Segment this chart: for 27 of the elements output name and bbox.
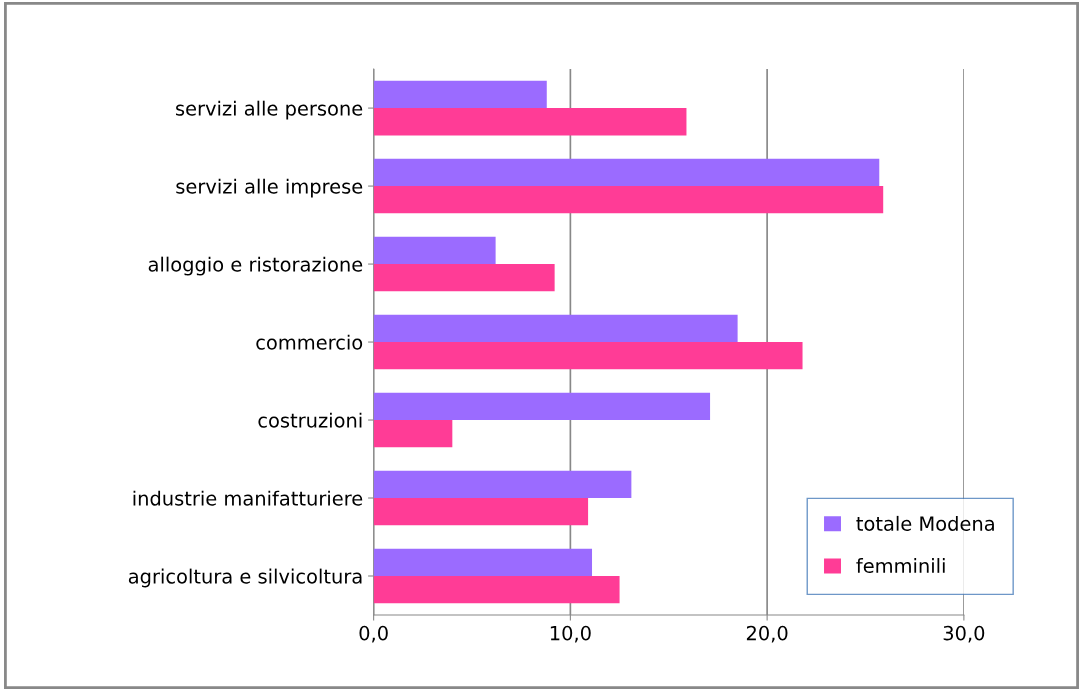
bar — [373, 576, 620, 604]
x-tick-label: 0,0 — [359, 625, 388, 643]
y-tick-label: servizi alle persone — [176, 100, 363, 120]
y-tick-label: agricoltura e silvicoltura — [128, 568, 362, 588]
bar — [373, 470, 632, 499]
bar — [373, 498, 589, 526]
bar — [373, 80, 547, 109]
bar — [373, 548, 593, 576]
x-tick-label: 10,0 — [550, 625, 591, 643]
y-tick-label: commercio — [256, 334, 363, 350]
x-tick-label: 20,0 — [746, 625, 788, 643]
y-tick-label: costruzioni — [258, 412, 362, 428]
bar — [373, 392, 711, 421]
bar — [373, 158, 880, 187]
bar — [373, 314, 738, 343]
bar — [373, 236, 496, 265]
bar — [373, 420, 453, 448]
x-tick-label: 30,0 — [943, 625, 985, 643]
y-tick-label: servizi alle imprese — [176, 178, 363, 198]
y-tick-label: alloggio e ristorazione — [148, 256, 363, 276]
bar — [373, 108, 687, 136]
y-tick-label: industrie manifatturiere — [133, 490, 363, 506]
bar — [373, 264, 555, 292]
bar — [373, 186, 884, 214]
legend-label: femminili — [856, 558, 945, 574]
bar — [373, 342, 803, 370]
legend-label: totale Modena — [856, 515, 994, 531]
